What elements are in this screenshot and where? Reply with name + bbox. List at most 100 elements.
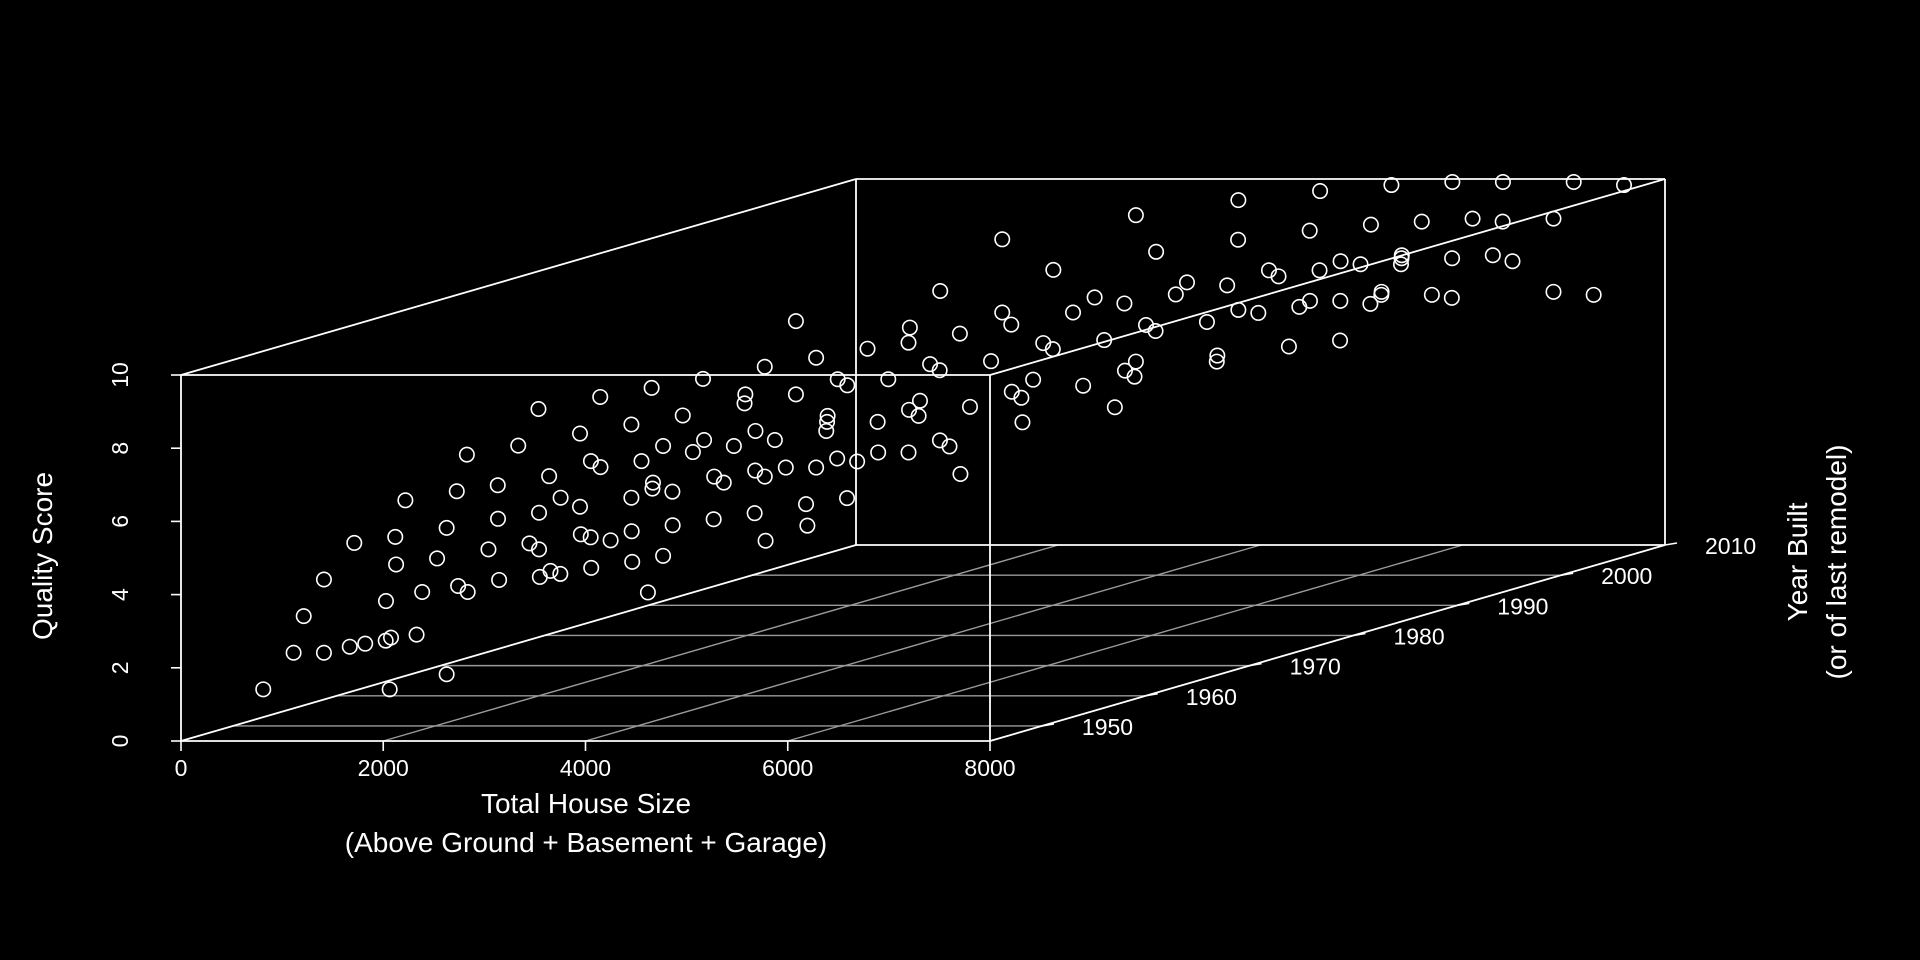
data-point [489,477,506,494]
data-point [531,541,548,558]
data-point [1230,231,1247,248]
data-point [994,231,1011,248]
data-point [1311,262,1328,279]
data-point [448,483,465,500]
data-point [1148,243,1165,260]
data-point [1565,174,1582,191]
data-point [1494,213,1511,230]
data-point [1373,286,1390,303]
data-point [357,635,374,652]
data-point [1383,177,1400,194]
box-edge-z-yz [180,178,857,376]
data-point [644,474,661,491]
data-point [1393,250,1410,267]
data-point [1444,250,1461,267]
data-point [602,532,619,549]
data-point [510,437,527,454]
data-point [736,395,753,412]
data-point [952,465,969,482]
x-axis-title-line-1: Total House Size [481,788,691,819]
data-point [1504,253,1521,270]
data-point [458,446,475,463]
data-points [255,174,1633,698]
y-tick-1950 [1041,723,1055,727]
z-tick-label-10: 10 [107,362,133,388]
data-point [1413,213,1430,230]
data-point [623,416,640,433]
data-point [684,444,701,461]
data-point [1147,323,1164,340]
data-point [643,379,660,396]
y-tick-label-2010: 2010 [1705,533,1756,559]
data-point [737,386,754,403]
data-point [341,638,358,655]
data-point [572,498,589,515]
data-point [839,377,856,394]
data-point [696,431,713,448]
y-axis-title-line-2: (or of last remodel) [1821,445,1852,680]
data-point [381,681,398,698]
data-point [932,282,949,299]
data-point [1209,347,1226,364]
data-point [1291,298,1308,315]
data-point [388,556,405,573]
data-point [315,571,332,588]
data-point [756,468,773,485]
data-point [315,644,332,661]
data-point [1116,295,1133,312]
data-point [962,398,979,415]
data-point [1106,399,1123,416]
data-point [787,386,804,403]
grid-line-x-4000 [585,544,1261,742]
data-point [644,480,661,497]
z-tick-label-0: 0 [107,735,133,748]
data-point [552,489,569,506]
data-point [1013,389,1030,406]
data-point [747,422,764,439]
z-axis-title: Quality Score [27,472,58,640]
y-tick-label-1970: 1970 [1290,654,1341,680]
data-point [255,681,272,698]
data-point [715,474,732,491]
data-point [387,528,404,545]
data-point [705,511,722,528]
data-point [1208,353,1225,370]
data-point [1127,207,1144,224]
data-point [623,489,640,506]
data-point [756,358,773,375]
z-tick-label-2: 2 [107,661,133,674]
data-point [639,584,656,601]
data-point [1126,368,1143,385]
data-point [900,444,917,461]
box-edge-x-xy [989,544,1666,742]
data-point [592,459,609,476]
data-point [674,407,691,424]
data-point [869,413,886,430]
data-point [1045,261,1062,278]
data-point [1545,210,1562,227]
data-point [530,400,547,417]
data-point [1025,371,1042,388]
data-point [1392,256,1409,273]
data-point [1444,174,1461,191]
data-point [1096,332,1113,349]
data-point [910,407,927,424]
data-point [1332,253,1349,270]
data-point [818,422,835,439]
z-tick-label-8: 8 [107,442,133,455]
data-point [757,532,774,549]
data-point [1545,283,1562,300]
data-point [849,453,866,470]
data-point [1219,277,1236,294]
data-point [633,453,650,470]
data-point [285,644,302,661]
data-point [429,550,446,567]
data-point [994,304,1011,321]
data-point [1270,268,1287,285]
floor-grid [232,544,1562,742]
data-point [1332,292,1349,309]
data-point [438,666,455,683]
data-point [1167,286,1184,303]
data-point [808,349,825,366]
data-point [655,438,672,455]
